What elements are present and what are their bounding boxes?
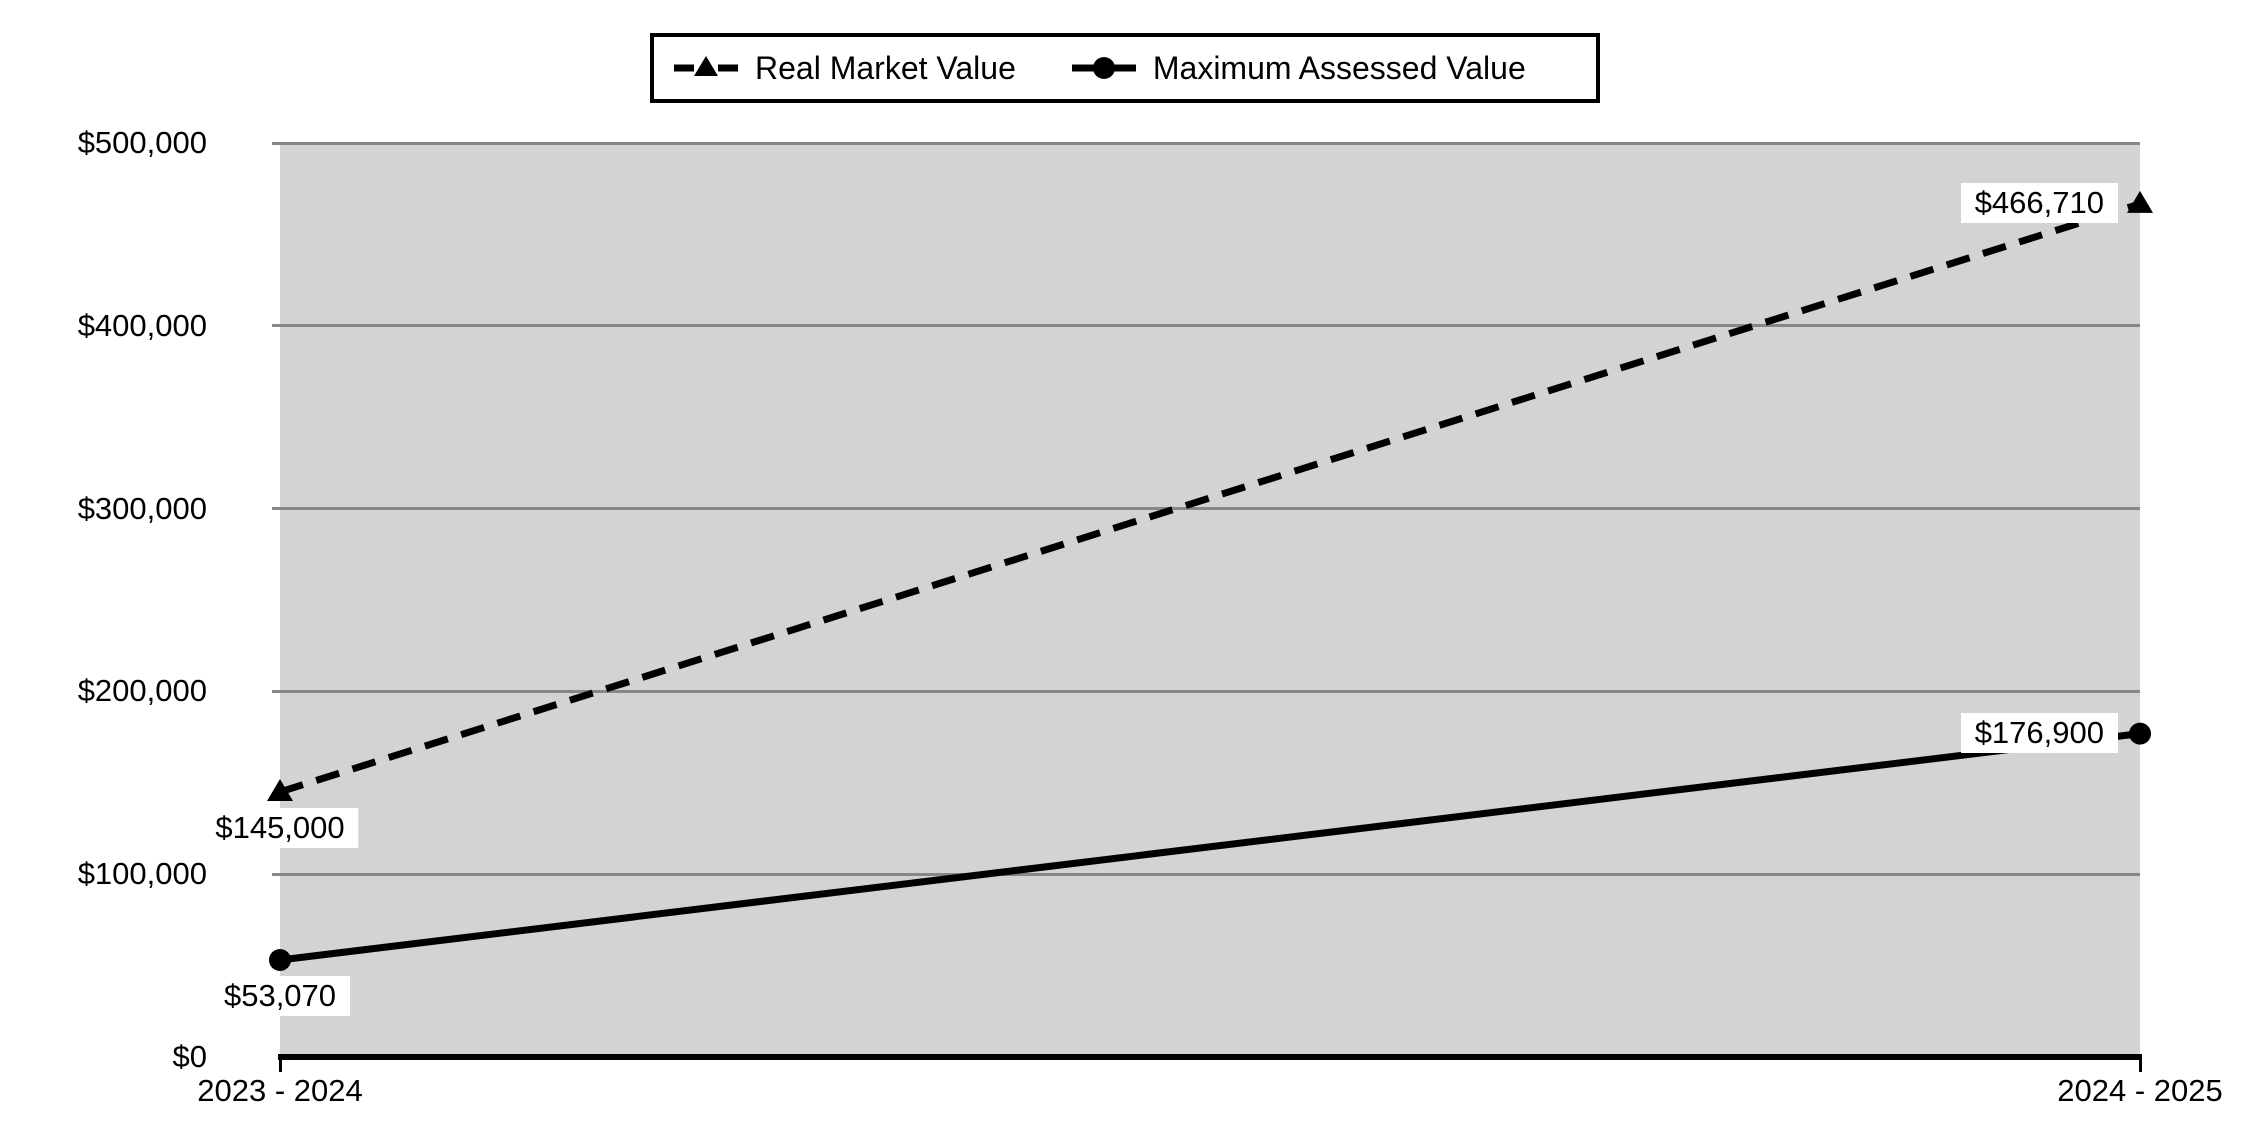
legend: Real Market Value Maximum Assessed Value	[650, 33, 1600, 103]
y-axis-tick-label: $400,000	[77, 307, 207, 343]
y-gridline	[272, 141, 2140, 145]
x-axis-line	[278, 1054, 2142, 1060]
y-axis-tick-label: $300,000	[77, 490, 207, 526]
legend-label-real-market-value: Real Market Value	[755, 49, 1016, 86]
maximum-assessed-value-line	[279, 730, 2141, 964]
triangle-marker-icon	[2127, 190, 2153, 213]
maximum-assessed-value-data-label: $176,900	[1960, 712, 2118, 753]
x-axis-tick-label: 2024 - 2025	[2057, 1073, 2223, 1108]
plot-area	[280, 142, 2140, 1057]
x-axis-tick-label: 2023 - 2024	[197, 1073, 363, 1108]
y-axis-tick-label: $100,000	[77, 856, 207, 892]
y-gridline	[272, 507, 2140, 511]
legend-label-maximum-assessed-value: Maximum Assessed Value	[1152, 49, 1526, 86]
maximum-assessed-value-data-label: $53,070	[209, 975, 351, 1016]
real-market-value-line	[278, 200, 2142, 796]
y-axis-tick-label: $0	[172, 1039, 207, 1074]
real-market-value-data-label: $145,000	[201, 807, 359, 848]
legend-item-maximum-assessed-value: Maximum Assessed Value	[1071, 50, 1526, 87]
circle-marker-icon	[269, 948, 291, 971]
y-gridline	[272, 689, 2140, 693]
legend-item-real-market-value: Real Market Value	[673, 50, 1016, 87]
y-axis-tick-label: $500,000	[77, 125, 207, 160]
circle-marker-icon	[2129, 722, 2151, 745]
y-axis-tick-label: $200,000	[77, 673, 207, 709]
solid-line-circle-marker-icon	[1071, 57, 1136, 79]
x-axis-tick	[278, 1057, 282, 1072]
dashed-line-triangle-marker-icon	[674, 56, 738, 76]
y-gridline	[272, 324, 2140, 328]
triangle-marker-icon	[267, 778, 293, 801]
real-market-value-data-label: $466,710	[1960, 182, 2118, 223]
y-gridline	[272, 872, 2140, 876]
x-axis-tick	[2138, 1057, 2142, 1072]
